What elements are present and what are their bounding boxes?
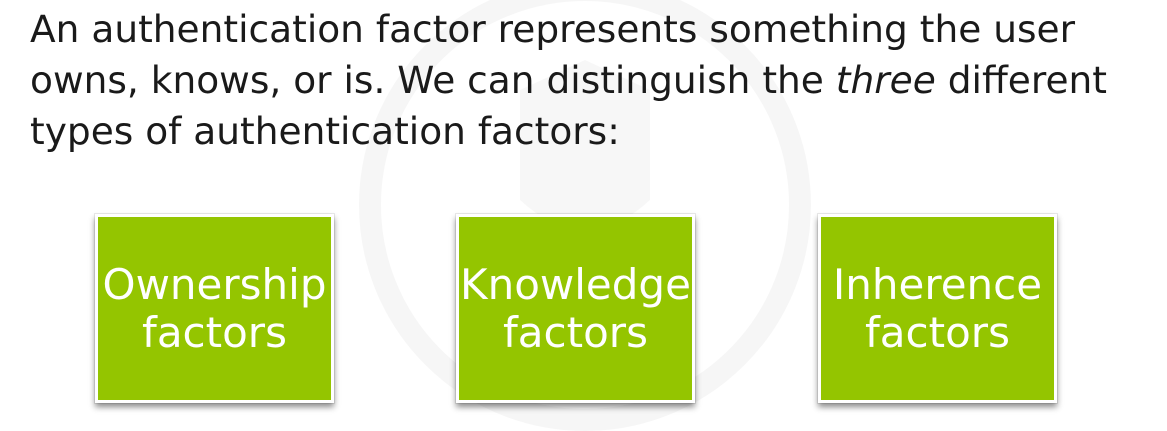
box-line-1: Knowledge bbox=[460, 259, 691, 309]
intro-part-2: different types of authentication factor… bbox=[30, 58, 1108, 153]
knowledge-factors-box: Knowledge factors bbox=[456, 214, 695, 403]
ownership-factors-box: Ownership factors bbox=[95, 214, 334, 403]
box-line-1: Inherence bbox=[832, 259, 1043, 309]
intro-text: An authentication factor represents some… bbox=[30, 4, 1150, 157]
box-line-2: factors bbox=[503, 307, 648, 357]
box-line-2: factors bbox=[865, 307, 1010, 357]
box-line-1: Ownership bbox=[102, 259, 327, 309]
box-line-2: factors bbox=[142, 307, 287, 357]
intro-part-1: An authentication factor represents some… bbox=[30, 7, 1076, 102]
intro-emphasis: three bbox=[835, 58, 936, 102]
inherence-factors-box: Inherence factors bbox=[818, 214, 1057, 403]
